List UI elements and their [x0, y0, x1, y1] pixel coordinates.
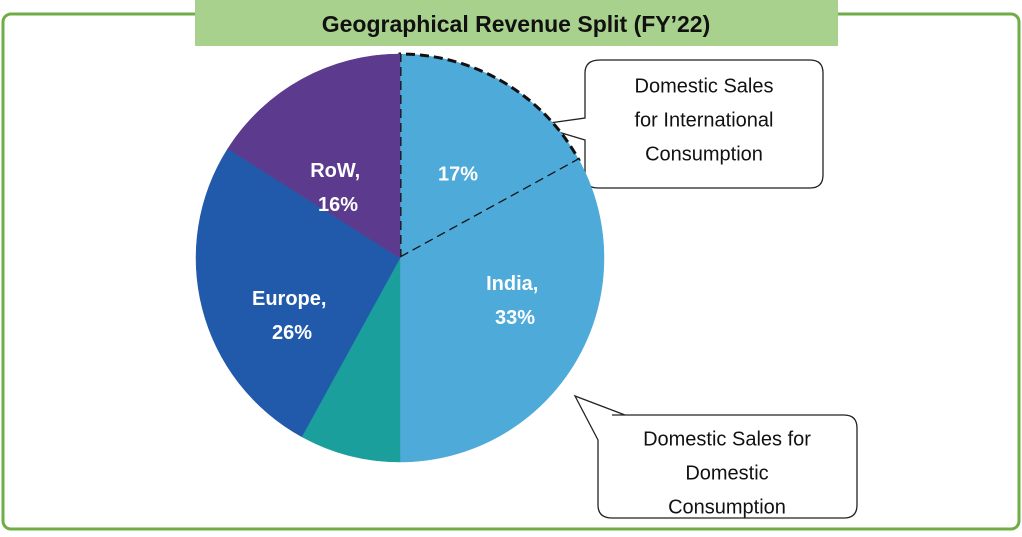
data-label: RoW, 16%	[310, 160, 366, 216]
callout-box	[573, 394, 858, 519]
data-label: North America, 8%	[233, 485, 410, 507]
chart-title: Geographical Revenue Split (FY’22)	[322, 11, 711, 37]
callout-text: for International	[635, 109, 774, 131]
slice-outline	[398, 52, 581, 261]
data-label: India, 33%	[486, 273, 544, 329]
pie-slice	[399, 159, 605, 463]
pie: 17% India, 33% North America, 8% Europe, 26…	[195, 52, 605, 507]
callout-text: Domestic	[685, 462, 768, 484]
pie-slice	[227, 53, 401, 259]
callout-box	[534, 59, 824, 189]
pie-slice	[195, 148, 401, 438]
callout-text: Consumption	[668, 496, 786, 518]
title-box	[195, 0, 838, 46]
pie-slice	[301, 257, 401, 463]
callout-text: Domestic Sales for	[643, 428, 811, 450]
data-label: 17%	[438, 163, 478, 185]
data-label: Europe, 26%	[252, 288, 332, 344]
callout-text: Consumption	[645, 143, 763, 165]
callout-text: Domestic Sales	[635, 75, 774, 97]
